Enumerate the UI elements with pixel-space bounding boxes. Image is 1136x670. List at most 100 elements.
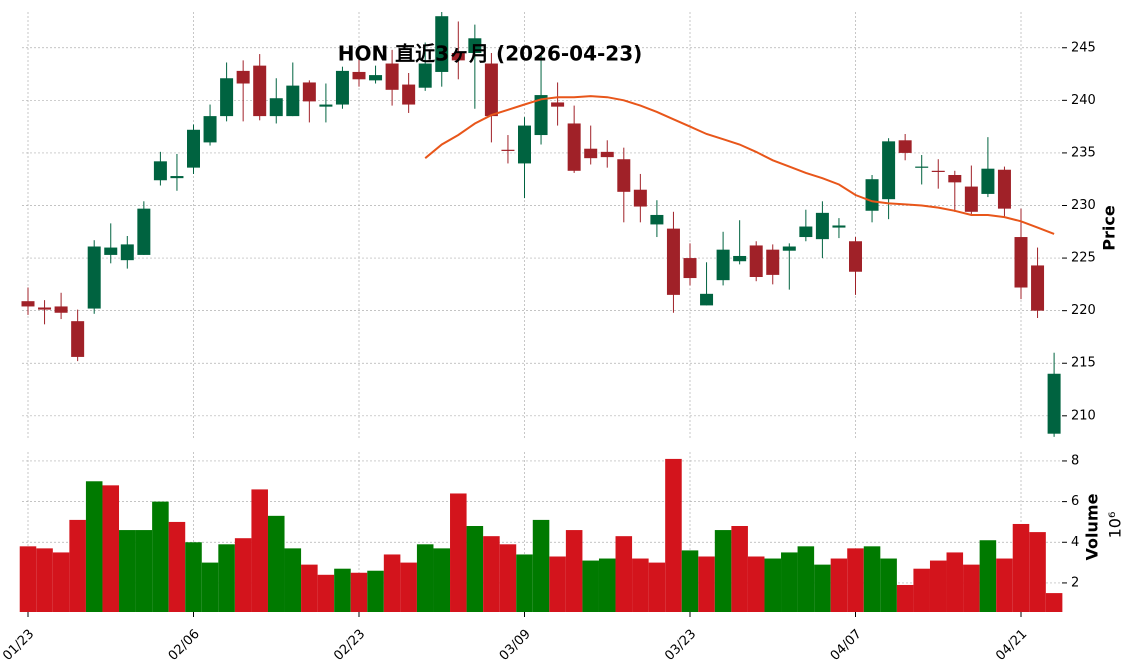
y-tick-label: 225 — [1071, 251, 1096, 266]
volume-bar — [152, 501, 169, 612]
volume-bar — [1045, 593, 1063, 612]
candle-body — [733, 255, 747, 262]
candle-body — [468, 38, 482, 54]
candle-body — [898, 140, 912, 153]
y-tick-label: 210 — [1071, 408, 1096, 423]
candle-body — [865, 179, 879, 211]
volume-bar — [284, 548, 302, 612]
volume-bar — [102, 485, 120, 612]
volume-bar — [731, 526, 748, 612]
volume-bar — [880, 558, 897, 612]
candle-body — [187, 129, 200, 168]
volume-bar — [466, 526, 484, 612]
volume-bar — [648, 562, 666, 612]
candle-body — [633, 189, 647, 207]
candle-body — [38, 307, 52, 310]
x-tick-label: 02/23 — [331, 627, 368, 664]
volume-bar — [532, 519, 550, 612]
volume-bar — [830, 558, 848, 612]
volume-bar — [251, 489, 268, 612]
candle-body — [220, 78, 234, 117]
volume-bar — [135, 530, 153, 612]
volume-bar — [747, 556, 765, 612]
candle-body — [782, 246, 796, 251]
volume-tick-label: 8 — [1071, 453, 1079, 468]
x-tick-label: 04/21 — [993, 627, 1030, 664]
candle-body — [286, 85, 300, 117]
volume-bar — [234, 538, 252, 612]
candle-body — [170, 176, 184, 179]
chart-title: HON 直近3ヶ月 (2026-04-23) — [338, 42, 643, 66]
candle-body — [716, 249, 730, 281]
candle-body — [87, 246, 101, 309]
volume-bar — [433, 548, 451, 612]
volume-bar — [516, 554, 533, 612]
volume-panel — [19, 458, 1063, 612]
volume-bar — [1012, 523, 1030, 612]
x-tick-label: 04/07 — [828, 627, 865, 664]
candle-body — [683, 258, 697, 279]
candle-body — [1047, 373, 1061, 434]
candle-body — [600, 151, 614, 158]
candle-body — [21, 301, 35, 307]
volume-bar — [185, 542, 202, 612]
volume-bar — [847, 548, 864, 612]
candle-body — [335, 70, 349, 105]
candle-body — [534, 95, 548, 136]
volume-bar — [996, 558, 1013, 612]
volume-bar — [350, 572, 368, 612]
x-tick-label: 03/09 — [497, 627, 534, 664]
volume-bar — [450, 493, 467, 612]
volume-scale-label: 10⁶ — [1106, 512, 1125, 539]
volume-bar — [632, 558, 649, 612]
candle-body — [153, 161, 167, 181]
candle-body — [832, 225, 846, 228]
volume-bar — [698, 556, 715, 612]
volume-bar — [499, 544, 517, 612]
candle-body — [518, 125, 531, 164]
volume-bar — [615, 536, 633, 612]
volume-bar — [267, 515, 285, 612]
candle-body — [551, 102, 565, 107]
volume-tick-label: 2 — [1071, 575, 1079, 590]
candle-body — [435, 16, 449, 72]
candle-body — [451, 53, 465, 61]
volume-bar — [863, 546, 881, 612]
candle-body — [650, 214, 664, 225]
volume-bar — [483, 536, 500, 612]
candle-body — [948, 174, 962, 183]
candle-body — [799, 226, 813, 238]
volume-bar — [36, 548, 53, 612]
candle-body — [484, 63, 498, 117]
volume-bar — [665, 458, 682, 612]
candle-body — [385, 63, 399, 90]
candle-body — [617, 159, 631, 192]
candle-body — [700, 293, 714, 306]
candle-body — [54, 306, 68, 313]
candle-body — [501, 149, 515, 151]
y-tick-label: 245 — [1071, 40, 1096, 55]
y-axis-label: Price — [1100, 205, 1119, 251]
candle-body — [236, 70, 250, 84]
volume-bar — [218, 544, 235, 612]
volume-bar — [896, 584, 914, 612]
volume-bar — [714, 530, 732, 612]
volume-bar — [85, 481, 103, 612]
candle-body — [104, 247, 118, 255]
volume-bar — [201, 562, 219, 612]
volume-bar — [764, 558, 782, 612]
volume-bar — [929, 560, 947, 612]
y-tick-label: 230 — [1071, 198, 1096, 213]
volume-bar — [1029, 532, 1046, 612]
candle-body — [352, 71, 366, 80]
volume-bar — [913, 568, 930, 612]
candle-body — [964, 186, 978, 212]
volume-bar — [582, 560, 599, 612]
candle-body — [749, 245, 763, 278]
y-tick-label: 235 — [1071, 145, 1096, 160]
y-tick-label: 240 — [1071, 93, 1096, 108]
volume-bar — [334, 568, 351, 612]
volume-bar — [52, 552, 70, 612]
volume-bar — [814, 564, 831, 612]
volume-bar — [598, 558, 616, 612]
